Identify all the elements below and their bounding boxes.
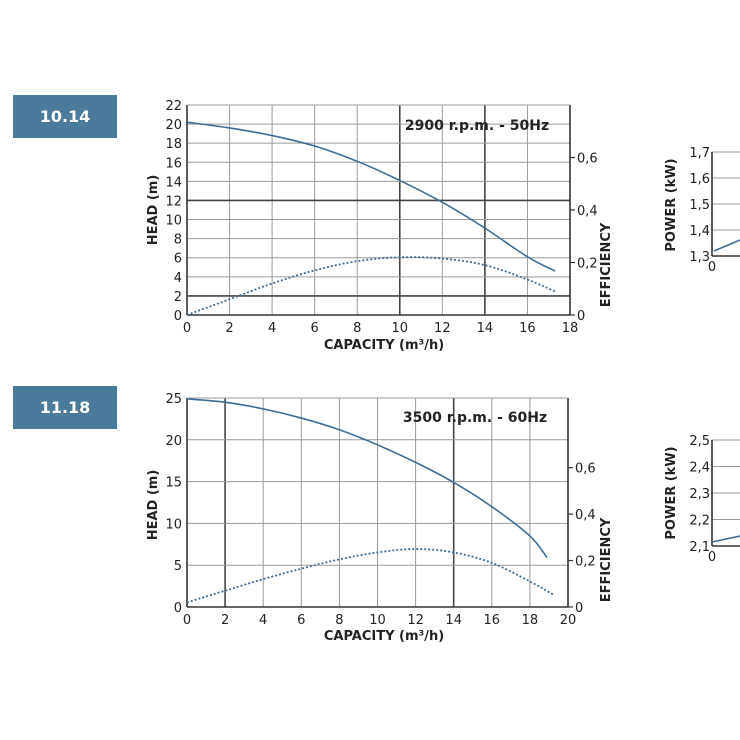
x-tick-label: 14 xyxy=(477,321,494,336)
power-y-tick-label: 2,2 xyxy=(689,514,710,529)
y-tick-label: 8 xyxy=(174,233,182,248)
y-tick-label: 18 xyxy=(165,137,182,152)
power-curve xyxy=(713,239,740,252)
x-axis-title: CAPACITY (m³/h) xyxy=(324,629,444,644)
x-tick-label: 4 xyxy=(259,613,267,628)
y-tick-label: 16 xyxy=(165,156,182,171)
y-tick-label: 6 xyxy=(174,252,182,267)
speed-annotation: 3500 r.p.m. - 60Hz xyxy=(403,410,547,426)
y-tick-label: 4 xyxy=(174,271,182,286)
y-tick-label: 12 xyxy=(165,194,182,209)
chart-badge: 11.18 xyxy=(13,386,117,429)
y-axis-title: HEAD (m) xyxy=(146,175,161,246)
head-curve xyxy=(186,398,548,559)
y-tick-label: 10 xyxy=(165,214,182,229)
power-y-tick-label: 1,3 xyxy=(689,250,710,265)
y-axis-title: HEAD (m) xyxy=(146,470,161,541)
y-tick-label: 0 xyxy=(174,309,182,324)
x-tick-label: 14 xyxy=(445,613,462,628)
x-tick-label: 4 xyxy=(268,321,276,336)
y-tick-label: 2 xyxy=(174,290,182,305)
power-y-tick-label: 1,5 xyxy=(689,198,710,213)
x-tick-label: 2 xyxy=(225,321,233,336)
y2-tick-label: 0 xyxy=(577,309,585,324)
x-tick-label: 8 xyxy=(353,321,361,336)
power-y-tick-label: 2,4 xyxy=(689,461,710,476)
y-tick-label: 20 xyxy=(165,118,182,133)
power-curve xyxy=(711,535,740,543)
x-tick-label: 20 xyxy=(560,613,577,628)
y2-tick-label: 0,6 xyxy=(577,152,598,167)
x-tick-label: 2 xyxy=(221,613,229,628)
power-axis-title: POWER (kW) xyxy=(664,158,679,251)
x-tick-label: 16 xyxy=(519,321,536,336)
power-y-tick-label: 1,6 xyxy=(689,172,710,187)
y2-tick-label: 0,4 xyxy=(575,508,596,523)
y-tick-label: 25 xyxy=(165,392,182,407)
x-tick-label: 12 xyxy=(407,613,424,628)
y2-tick-label: 0,2 xyxy=(575,555,596,570)
y-tick-label: 14 xyxy=(165,175,182,190)
y2-axis-title: EFFICIENCY xyxy=(599,222,614,307)
power-y-tick-label: 1,4 xyxy=(689,224,710,239)
y-tick-label: 10 xyxy=(165,517,182,532)
y-tick-label: 22 xyxy=(165,99,182,114)
efficiency-curve xyxy=(186,548,556,604)
efficiency-curve xyxy=(186,256,556,316)
y2-tick-label: 0,2 xyxy=(577,257,598,272)
y2-axis-title: EFFICIENCY xyxy=(599,517,614,602)
x-tick-label: 0 xyxy=(183,321,191,336)
power-axis-title: POWER (kW) xyxy=(664,446,679,539)
speed-annotation: 2900 r.p.m. - 50Hz xyxy=(405,118,549,134)
power-x-tick-label: 0 xyxy=(708,260,716,275)
chart-badge: 10.14 xyxy=(13,95,117,138)
power-y-tick-label: 2,1 xyxy=(689,540,710,555)
y-tick-label: 5 xyxy=(174,559,182,574)
x-tick-label: 10 xyxy=(392,321,409,336)
x-tick-label: 18 xyxy=(522,613,539,628)
x-tick-label: 12 xyxy=(434,321,451,336)
power-y-tick-label: 2,5 xyxy=(689,434,710,449)
power-y-tick-label: 2,3 xyxy=(689,487,710,502)
y-tick-label: 15 xyxy=(165,476,182,491)
x-axis-title: CAPACITY (m³/h) xyxy=(324,338,444,353)
x-tick-label: 16 xyxy=(484,613,501,628)
y2-tick-label: 0 xyxy=(575,601,583,616)
x-tick-label: 8 xyxy=(335,613,343,628)
y2-tick-label: 0,4 xyxy=(577,204,598,219)
y-tick-label: 20 xyxy=(165,434,182,449)
y2-tick-label: 0,6 xyxy=(575,462,596,477)
head-curve xyxy=(186,121,556,272)
x-tick-label: 10 xyxy=(369,613,386,628)
power-y-tick-label: 1,7 xyxy=(689,146,710,161)
x-tick-label: 6 xyxy=(311,321,319,336)
x-tick-label: 6 xyxy=(297,613,305,628)
x-tick-label: 0 xyxy=(183,613,191,628)
y-tick-label: 0 xyxy=(174,601,182,616)
power-x-tick-label: 0 xyxy=(708,550,716,565)
x-tick-label: 18 xyxy=(562,321,579,336)
